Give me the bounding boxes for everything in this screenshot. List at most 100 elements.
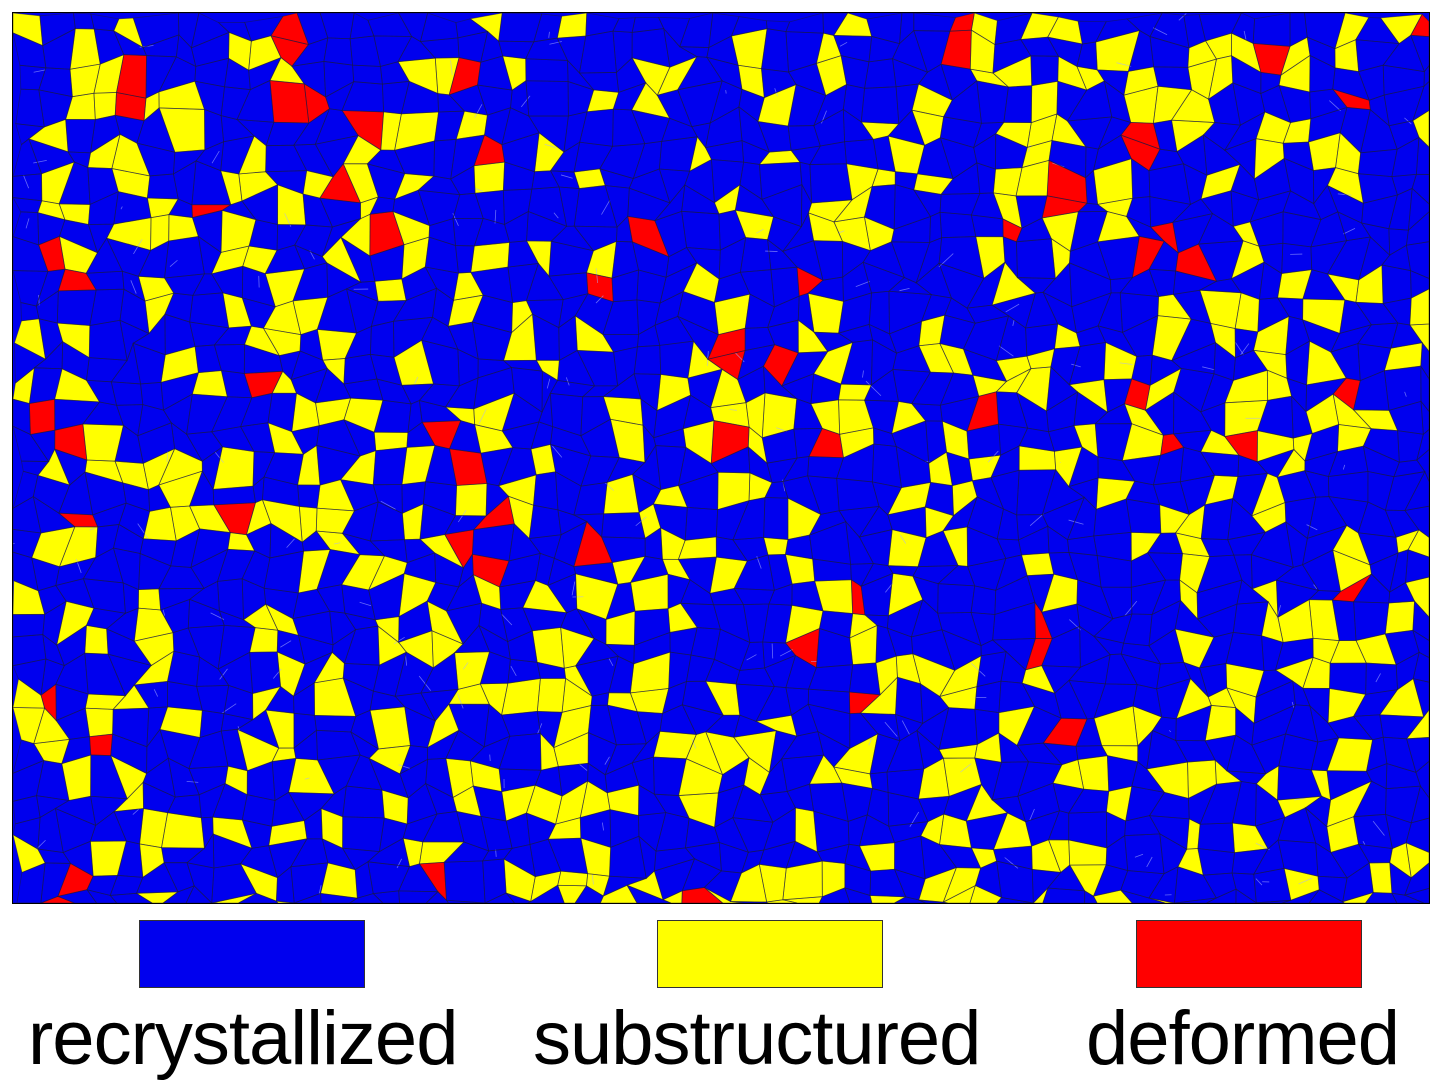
substructured-grain [1235, 292, 1260, 332]
substructured-grain [1069, 379, 1108, 413]
deformed-grain [573, 521, 613, 567]
substructured-grain [1201, 164, 1241, 200]
deformed-grain [1043, 718, 1088, 747]
substructured-grain [1309, 599, 1340, 641]
substructured-grain [526, 785, 563, 825]
substructured-grain [1175, 629, 1214, 668]
substructured-grain [1186, 818, 1201, 850]
substructured-grain [13, 580, 45, 615]
substructured-grain [939, 343, 973, 376]
substructured-grain [159, 107, 205, 153]
substructured-grain [322, 358, 346, 385]
substructured-grain [145, 293, 174, 334]
substructured-grain [1279, 55, 1311, 93]
legend-label-substructured: substructured [533, 996, 981, 1081]
substructured-grain [453, 272, 484, 301]
substructured-grain [277, 651, 305, 697]
deformed-grain [419, 862, 447, 901]
substructured-grain [911, 110, 944, 146]
substructured-grain [952, 480, 978, 516]
substructured-grain [575, 315, 614, 353]
substructured-grain [427, 704, 459, 748]
substructured-grain [795, 807, 818, 852]
deformed-grain [449, 448, 487, 486]
subgrain-boundaries [13, 13, 1412, 896]
substructured-grain [968, 455, 1001, 481]
substructured-grain [575, 573, 618, 620]
deformed-grain [1047, 160, 1088, 204]
substructured-grain [1261, 601, 1284, 643]
substructured-grain [221, 210, 256, 253]
substructured-grain [574, 168, 606, 189]
substructured-grain [314, 678, 356, 717]
substructured-grain [1175, 504, 1205, 539]
substructured-grain [1023, 887, 1048, 903]
substructured-grain [59, 236, 98, 274]
substructured-grain [766, 899, 798, 903]
substructured-grain [168, 214, 199, 242]
substructured-grain [888, 135, 925, 174]
deformed-grain [808, 428, 844, 458]
substructured-grain [992, 55, 1032, 87]
deformed-grain [681, 887, 723, 903]
substructured-grain [456, 111, 488, 140]
substructured-grain [115, 461, 149, 490]
deformed-grain [711, 420, 750, 464]
substructured-grain [1327, 737, 1373, 772]
substructured-grain [321, 808, 343, 849]
substructured-grain [733, 730, 777, 773]
substructured-grain [833, 13, 872, 37]
substructured-grain [562, 678, 593, 713]
substructured-grain [1406, 709, 1429, 739]
substructured-grain [653, 731, 697, 759]
substructured-grain [738, 65, 765, 98]
deformed-grain [342, 110, 384, 151]
substructured-grain [263, 300, 301, 335]
substructured-grain [1311, 769, 1331, 800]
substructured-grain [265, 604, 299, 636]
substructured-grain [343, 163, 379, 203]
substructured-grain [341, 214, 371, 256]
substructured-grain [419, 534, 464, 568]
substructured-grain [1330, 640, 1367, 664]
substructured-grain [1380, 14, 1423, 44]
substructured-grain [1159, 504, 1190, 534]
substructured-grain [374, 278, 407, 302]
substructured-grain [33, 739, 70, 764]
substructured-grain [605, 611, 636, 646]
substructured-grain [1385, 601, 1415, 634]
substructured-grain [1047, 16, 1083, 45]
substructured-grain [322, 237, 361, 283]
deformed-grain [1160, 433, 1184, 456]
substructured-grain [298, 549, 331, 593]
substructured-grain [1252, 580, 1278, 618]
substructured-grain [1312, 638, 1340, 664]
substructured-grain [222, 292, 252, 328]
substructured-grain [537, 678, 566, 713]
substructured-grain [798, 320, 828, 353]
substructured-grain [757, 84, 797, 127]
substructured-grain [918, 343, 954, 374]
substructured-grain [530, 444, 556, 475]
substructured-grain [37, 449, 70, 486]
substructured-grain [93, 92, 117, 120]
deformed-grain [966, 391, 999, 432]
substructured-grain [1051, 238, 1071, 279]
substructured-grain [13, 13, 43, 46]
substructured-grain [158, 471, 203, 508]
substructured-grain [942, 421, 969, 459]
substructured-grain [511, 300, 533, 333]
substructured-grain [158, 448, 203, 485]
substructured-grain [833, 186, 873, 222]
substructured-grain [13, 707, 45, 744]
substructured-grain [1334, 39, 1359, 72]
substructured-grain [705, 731, 750, 775]
substructured-grain [111, 134, 150, 176]
substructured-grain [553, 705, 592, 748]
substructured-grain [631, 82, 670, 119]
substructured-grain [360, 196, 379, 219]
substructured-grain [1106, 786, 1132, 821]
substructured-grain [610, 419, 645, 463]
substructured-grain [85, 694, 126, 710]
substructured-grain [1305, 394, 1339, 434]
